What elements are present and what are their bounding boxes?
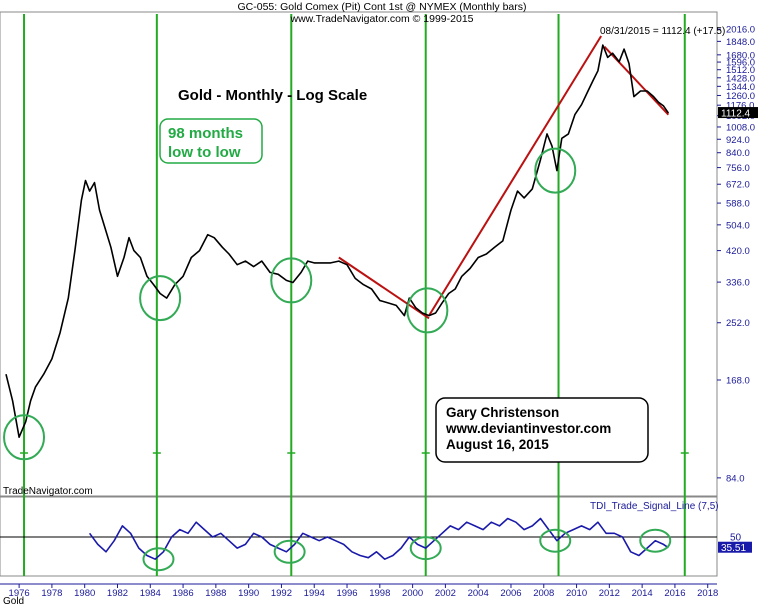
y-tick-label-18: 1596.0 xyxy=(726,58,755,69)
x-tick-label-17: 2010 xyxy=(566,588,587,599)
x-tick-label-3: 1982 xyxy=(107,588,128,599)
x-tick-label-11: 1998 xyxy=(369,588,390,599)
price-low-circles xyxy=(3,147,577,461)
price-series xyxy=(5,44,670,439)
y-tick-label-19: 1680.0 xyxy=(726,50,755,61)
trend-line-3 xyxy=(603,45,670,116)
y-tick-label-21: 2016.0 xyxy=(726,25,755,36)
x-tick-label-4: 1984 xyxy=(140,588,161,599)
x-tick-label-12: 2000 xyxy=(402,588,423,599)
indicator-circles xyxy=(142,528,672,572)
trend-line-2 xyxy=(428,35,603,317)
x-tick-label-16: 2008 xyxy=(533,588,554,599)
x-tick-label-9: 1994 xyxy=(304,588,325,599)
price-line xyxy=(5,44,670,439)
price-low-circle-3 xyxy=(270,257,313,304)
price-low-circle-1 xyxy=(3,414,46,461)
chart-header-title: GC-055: Gold Comex (Pit) Cont 1st @ NYME… xyxy=(238,1,527,13)
x-tick-label-13: 2002 xyxy=(435,588,456,599)
x-tick-label-18: 2012 xyxy=(599,588,620,599)
price-badge xyxy=(718,107,758,119)
y-tick-label-4: 420.0 xyxy=(726,246,750,257)
price-low-circle-2 xyxy=(139,275,182,322)
y-tick-label-17: 1512.0 xyxy=(726,65,755,76)
chart-header-subtitle: www.TradeNavigator.com © 1999-2015 xyxy=(289,13,473,25)
y-tick-label-14: 1260.0 xyxy=(726,91,755,102)
x-tick-label-14: 2004 xyxy=(468,588,489,599)
indicator-badge xyxy=(718,541,752,553)
price-y-axis: 84.0 168.0 252.0 336.0 420.0 504.0 588.0 672.0 7… xyxy=(717,25,755,484)
y-tick-label-2: 252.0 xyxy=(726,318,750,329)
x-tick-label-2: 1980 xyxy=(74,588,95,599)
footer-brand: TradeNavigator.com xyxy=(3,486,93,497)
trend-lines xyxy=(338,35,670,320)
indicator-circle-2 xyxy=(273,539,306,564)
indicator-label: TDI_Trade_Signal_Line (7,5) xyxy=(590,501,719,512)
y-tick-label-9: 840.0 xyxy=(726,148,750,159)
y-tick-label-10: 924.0 xyxy=(726,135,750,146)
y-tick-label-16: 1428.0 xyxy=(726,73,755,84)
x-tick-label-7: 1990 xyxy=(238,588,259,599)
x-tick-label-20: 2016 xyxy=(664,588,685,599)
y-tick-label-15: 1344.0 xyxy=(726,82,755,93)
price-badge-text: 1112.4 xyxy=(721,109,751,120)
y-tick-label-13: 1176.0 xyxy=(726,101,754,112)
y-tick-label-6: 588.0 xyxy=(726,199,750,210)
cycle-note-line-2: low to low xyxy=(168,144,241,161)
author-date: August 16, 2015 xyxy=(446,437,549,452)
y-tick-label-0: 84.0 xyxy=(726,473,745,484)
cycle-note-line-1: 98 months xyxy=(168,125,243,142)
x-tick-label-1: 1978 xyxy=(41,588,62,599)
last-bar-readout: 08/31/2015 = 1112.4 (+17.5) xyxy=(600,26,725,37)
indicator-circle-5 xyxy=(639,528,672,553)
y-tick-label-20: 1848.0 xyxy=(726,37,755,48)
indicator-circle-3 xyxy=(409,536,442,561)
x-tick-label-19: 2014 xyxy=(632,588,653,599)
author-box xyxy=(435,397,649,463)
y-tick-label-11: 1008.0 xyxy=(726,122,755,133)
indicator-line xyxy=(88,517,669,561)
indicator-circle-1 xyxy=(142,547,175,572)
trend-line-1 xyxy=(338,256,430,320)
indicator-badge-text: 35.51 xyxy=(721,543,746,554)
author-site: www.deviantinvestor.com xyxy=(445,421,611,436)
x-tick-label-0: 1976 xyxy=(9,588,30,599)
y-tick-label-7: 672.0 xyxy=(726,180,750,191)
price-low-circle-5 xyxy=(534,147,577,194)
x-tick-label-21: 2018 xyxy=(697,588,718,599)
indicator-series xyxy=(88,517,669,561)
annotation-chart-title: Gold - Monthly - Log Scale xyxy=(178,87,367,104)
x-tick-label-8: 1992 xyxy=(271,588,292,599)
y-tick-label-8: 756.0 xyxy=(726,163,750,174)
y-tick-label-3: 336.0 xyxy=(726,278,750,289)
y-tick-label-1: 168.0 xyxy=(726,375,750,386)
indicator-reference-label: 50 xyxy=(730,533,742,544)
price-low-circle-4 xyxy=(406,287,449,334)
x-tick-label-5: 1986 xyxy=(172,588,193,599)
time-x-axis: 1976 1978 1980 1982 1984 1986 1988 1990 1992 1994… xyxy=(9,584,718,599)
x-tick-label-6: 1988 xyxy=(205,588,226,599)
y-tick-label-5: 504.0 xyxy=(726,220,750,231)
indicator-circle-4 xyxy=(539,528,572,553)
cycle-lines xyxy=(20,14,689,576)
x-tick-label-10: 1996 xyxy=(336,588,357,599)
cycle-note-box xyxy=(159,118,263,164)
author-name: Gary Christenson xyxy=(446,405,559,420)
x-tick-label-15: 2006 xyxy=(500,588,521,599)
footer-symbol: Gold xyxy=(3,596,24,607)
